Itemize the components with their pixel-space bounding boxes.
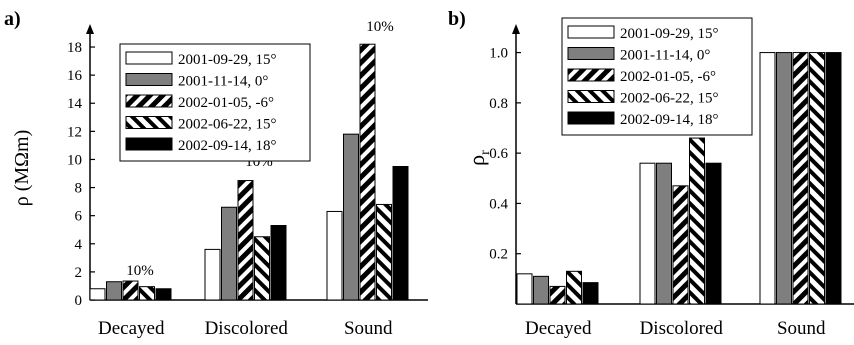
panel-b-legend: 2001-09-29, 15° 2001-11-14, 0° 2002-01-05,…	[561, 17, 753, 136]
legend-label-3: 2002-01-05, -6°	[620, 69, 716, 85]
legend-swatch-3	[125, 94, 173, 108]
legend-label-4: 2002-06-22, 15°	[620, 91, 719, 107]
legend-label-2: 2001-11-14, 0°	[178, 74, 268, 90]
bar-discolored-series-4	[254, 236, 270, 301]
legend-swatch-1	[567, 25, 615, 39]
bar-discolored-series-2	[221, 206, 237, 301]
legend-swatch-2	[567, 47, 615, 60]
annotation-sound-10pct: 10%	[366, 19, 394, 35]
bar-decayed-series-4	[566, 270, 582, 305]
panel-b-y-ticks: 0.2 0.4 0.6 0.8 1.0	[489, 46, 521, 263]
y-tick-label: 0	[75, 293, 83, 309]
bar-decayed-series-3	[122, 280, 139, 301]
y-tick-label: 2	[75, 265, 83, 281]
legend-swatch-3	[567, 68, 615, 82]
category-label-discolored: Discolored	[205, 318, 289, 339]
bar-discolored-series-1	[639, 162, 656, 305]
y-tick-label: 0.6	[489, 146, 508, 162]
y-tick-label: 6	[75, 209, 83, 225]
panel-a-y-ticks: 0 2 4 6 8 10 12 14 16 18	[67, 40, 95, 309]
y-tick-label: 18	[67, 40, 82, 56]
bar-discolored-series-5	[270, 225, 287, 301]
panel-a: a) ρ (MΩm) 0 2 4 6 8 10 12 14 16 18 Decayed Discol…	[4, 8, 428, 339]
legend-swatch-4	[125, 116, 173, 129]
panel-b-y-axis-label: ρr	[464, 150, 493, 166]
y-tick-label: 0.4	[489, 196, 508, 212]
legend-swatch-4	[567, 90, 615, 103]
y-tick-label: 10	[67, 152, 82, 168]
y-tick-label: 12	[67, 124, 82, 140]
bar-decayed-series-1	[89, 288, 106, 301]
legend-swatch-2	[125, 73, 173, 86]
y-tick-label: 0.2	[489, 247, 508, 263]
bar-decayed-series-2	[106, 281, 122, 301]
category-label-sound: Sound	[344, 318, 393, 339]
legend-swatch-1	[125, 51, 173, 65]
bar-decayed-series-2	[533, 275, 549, 305]
category-label-decayed: Decayed	[98, 318, 165, 339]
legend-label-4: 2002-06-22, 15°	[178, 117, 277, 133]
bar-decayed-series-3	[549, 285, 566, 305]
bar-sound-series-4	[376, 203, 392, 301]
category-label-decayed: Decayed	[525, 318, 592, 339]
y-tick-label: 4	[75, 237, 83, 253]
bar-discolored-series-1	[204, 248, 221, 301]
panel-b: b) ρr 0.2 0.4 0.6 0.8 1.0 Decayed Discolored S…	[448, 8, 854, 339]
panel-a-bars	[89, 43, 409, 301]
y-tick-label: 8	[75, 181, 83, 197]
panel-a-category-labels: Decayed Discolored Sound	[98, 318, 393, 339]
legend-label-5: 2002-09-14, 18°	[178, 138, 277, 154]
panel-b-category-labels: Decayed Discolored Sound	[525, 318, 826, 339]
bar-decayed-series-1	[516, 273, 533, 305]
legend-label-1: 2001-09-29, 15°	[178, 52, 277, 68]
legend-label-5: 2002-09-14, 18°	[620, 112, 719, 128]
y-tick-label: 14	[67, 96, 83, 112]
bar-discolored-series-3	[672, 185, 689, 305]
y-axis-arrow	[86, 24, 94, 34]
bar-sound-series-2	[776, 52, 792, 305]
bar-sound-series-1	[326, 210, 343, 301]
bar-decayed-series-5	[582, 282, 599, 305]
bar-discolored-series-5	[705, 162, 722, 305]
panel-b-bars	[516, 52, 842, 305]
legend-label-2: 2001-11-14, 0°	[620, 48, 710, 64]
bar-sound-series-4	[809, 52, 825, 305]
category-label-sound: Sound	[777, 318, 826, 339]
bar-sound-series-5	[392, 165, 409, 301]
bar-discolored-series-2	[656, 162, 672, 305]
bar-sound-series-1	[759, 52, 776, 305]
bar-decayed-series-4	[139, 286, 155, 301]
panel-a-label: a)	[4, 8, 21, 30]
annotation-decayed-10pct: 10%	[126, 263, 154, 279]
legend-swatch-5	[567, 111, 615, 125]
panel-a-legend: 2001-09-29, 15° 2001-11-14, 0° 2002-01-05,…	[119, 43, 311, 162]
panel-b-label: b)	[448, 8, 466, 30]
y-tick-label: 0.8	[489, 96, 508, 112]
bar-discolored-series-3	[237, 180, 254, 301]
bar-sound-series-3	[359, 43, 376, 301]
bar-sound-series-3	[792, 52, 809, 305]
bar-sound-series-2	[343, 133, 359, 301]
category-label-discolored: Discolored	[640, 318, 724, 339]
y-tick-label: 1.0	[489, 46, 508, 62]
legend-label-1: 2001-09-29, 15°	[620, 26, 719, 42]
y-tick-label: 16	[67, 68, 83, 84]
bar-sound-series-5	[825, 52, 842, 305]
bar-discolored-series-4	[689, 137, 705, 305]
panel-a-y-axis-label: ρ (MΩm)	[11, 130, 33, 207]
bar-decayed-series-5	[155, 288, 172, 301]
y-axis-arrow	[512, 24, 520, 34]
legend-label-3: 2002-01-05, -6°	[178, 95, 274, 111]
legend-swatch-5	[125, 137, 173, 151]
